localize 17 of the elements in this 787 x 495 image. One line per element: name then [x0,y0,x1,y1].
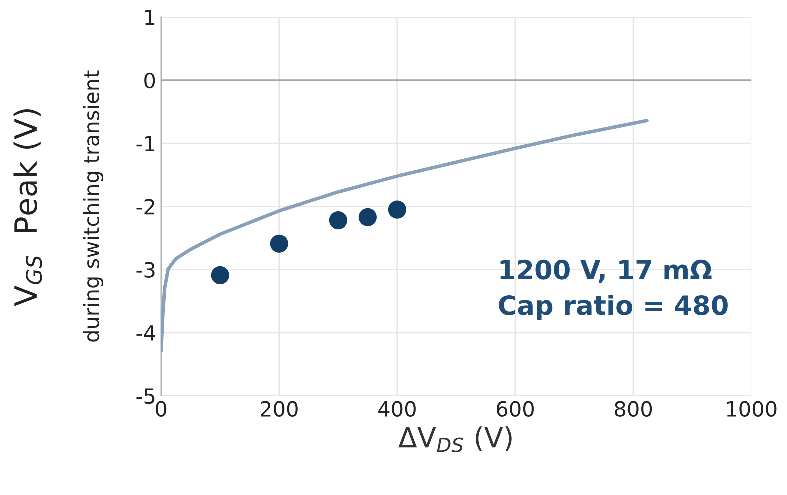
x-tick-label: 600 [497,401,534,417]
y-tick-label: -4 [136,326,156,341]
y-tick-label: 1 [146,10,155,26]
y-tick-label: -3 [136,262,155,278]
x-tick-label: 800 [615,401,652,417]
x-tick-label: 400 [378,401,416,417]
x-tick-label: 0 [156,401,167,417]
y-tick-label: -1 [136,136,155,152]
x-axis-title: ΔV$_{DS}$ (V) [398,426,512,452]
annotation: 1200 V, 17 mΩ Cap ratio = 480 [499,260,728,321]
x-tick-label: 1000 [727,401,777,417]
y-tick-label: -5 [136,388,155,404]
y-axis-title: V$_{GS}$ Peak (V) [14,109,42,306]
y-tick-label: -2 [136,199,154,215]
x-tick-label: 200 [261,401,298,417]
y-tick-label: 0 [144,72,156,89]
text: during switching transient [83,70,104,342]
